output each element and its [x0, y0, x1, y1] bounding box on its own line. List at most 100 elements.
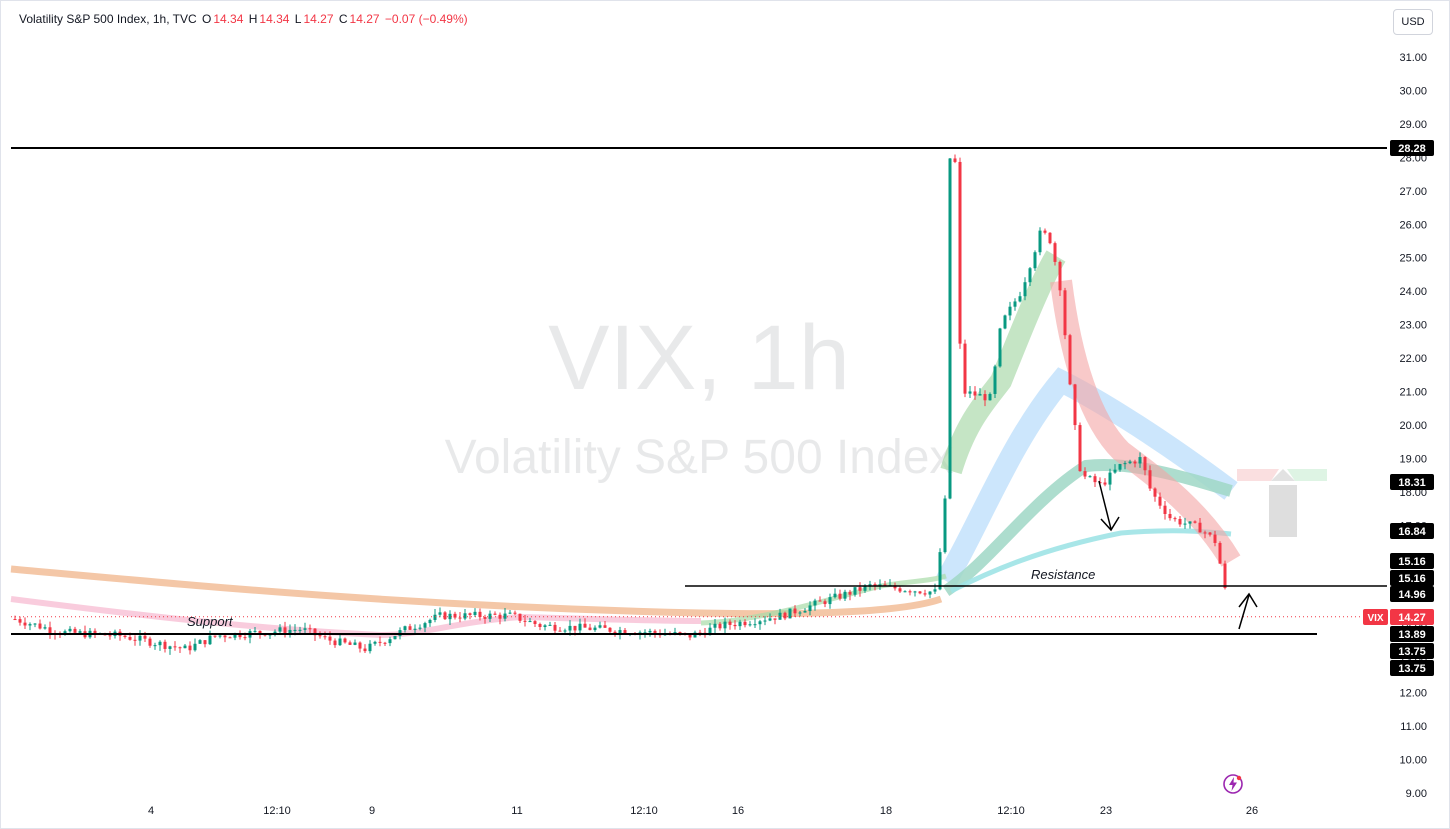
- candle-body: [953, 158, 957, 162]
- candle-body: [193, 643, 197, 651]
- candle-body: [358, 642, 362, 649]
- candle-body: [678, 632, 682, 634]
- candle-body: [493, 613, 497, 615]
- price-label-value: 13.89: [1398, 629, 1426, 641]
- candle-body: [643, 632, 647, 634]
- candle: [1128, 459, 1132, 465]
- candle: [23, 617, 27, 630]
- time-axis[interactable]: 4 12:10 9 11 12:10 16 18 12:10 23 26: [148, 805, 1258, 817]
- candle-body: [418, 627, 422, 629]
- candle-body: [1158, 496, 1162, 506]
- candle-body: [428, 619, 432, 624]
- candle-body: [843, 591, 847, 599]
- up-arrow-shaft[interactable]: [1238, 594, 1250, 630]
- candle: [703, 628, 707, 638]
- candle-body: [393, 636, 397, 640]
- candle: [1023, 277, 1027, 301]
- candle: [1048, 232, 1052, 245]
- candle-body: [78, 631, 82, 633]
- candle-body: [223, 635, 227, 638]
- price-label-value: 15.16: [1398, 556, 1426, 568]
- candle: [403, 625, 407, 633]
- candle-body: [758, 621, 762, 625]
- candle-body: [23, 622, 27, 626]
- price-axis[interactable]: 31.0030.0029.0028.0027.0026.0025.0024.00…: [1399, 52, 1427, 800]
- candle-body: [1153, 488, 1157, 497]
- support-label: Support: [187, 614, 234, 629]
- price-label-box: [1390, 523, 1434, 539]
- candle-body: [723, 621, 727, 629]
- candle-body: [983, 394, 987, 401]
- candle-body: [1133, 461, 1137, 464]
- candle-body: [148, 638, 152, 646]
- candle-body: [963, 343, 967, 394]
- candle-body: [28, 624, 32, 626]
- candles: [13, 154, 1227, 655]
- candle-body: [1138, 457, 1142, 464]
- candle: [213, 635, 217, 638]
- candle-body: [858, 587, 862, 591]
- candle-body: [18, 619, 22, 623]
- candle: [1183, 517, 1187, 529]
- candle-body: [438, 612, 442, 615]
- down-arrow-shaft[interactable]: [1098, 480, 1112, 530]
- candle-body: [283, 627, 287, 634]
- candle: [448, 610, 452, 625]
- candle: [1013, 298, 1017, 311]
- candle-body: [1033, 252, 1037, 269]
- time-axis-tick: 12:10: [263, 805, 291, 817]
- close-value: 14.27: [349, 12, 380, 26]
- watermark-name: Volatility S&P 500 Index: [445, 431, 954, 484]
- candle-body: [568, 625, 572, 631]
- lightning-bolt-icon[interactable]: [1222, 773, 1244, 795]
- symbol-title: Volatility S&P 500 Index, 1h, TVC: [19, 12, 197, 26]
- candle: [793, 605, 797, 617]
- candle: [1088, 475, 1092, 478]
- candle: [428, 618, 432, 627]
- time-axis-tick: 9: [369, 805, 375, 817]
- candle-body: [1028, 268, 1032, 283]
- candle: [983, 390, 987, 407]
- price-label-value: 14.27: [1398, 612, 1426, 624]
- candle: [73, 626, 77, 634]
- candle: [278, 624, 282, 635]
- candle-body: [43, 627, 47, 629]
- candle: [773, 618, 777, 625]
- candle-body: [1068, 335, 1072, 385]
- candle: [1188, 521, 1192, 529]
- candle: [1193, 520, 1197, 524]
- candle-body: [503, 613, 507, 619]
- candle-body: [208, 635, 212, 645]
- candle: [253, 627, 257, 633]
- price-label-box: [1390, 553, 1434, 569]
- candle: [388, 636, 392, 647]
- high-value: 14.34: [259, 12, 290, 26]
- watermark-symbol: VIX, 1h: [548, 307, 850, 409]
- candle-body: [613, 631, 617, 634]
- candle: [853, 587, 857, 597]
- ema-green-band: [940, 250, 1066, 475]
- candle: [1153, 487, 1157, 502]
- candle: [953, 154, 957, 164]
- candle-body: [1083, 471, 1087, 477]
- candle-body: [213, 635, 217, 637]
- close-label: C: [338, 12, 348, 26]
- candle: [1203, 530, 1207, 539]
- currency-button[interactable]: USD: [1393, 9, 1433, 35]
- up-arrow-head[interactable]: [1238, 592, 1258, 608]
- candle: [538, 622, 542, 631]
- candle-body: [138, 635, 142, 641]
- candle-body: [133, 639, 137, 641]
- candle-body: [388, 639, 392, 644]
- candle: [183, 644, 187, 649]
- candle-body: [1123, 463, 1127, 465]
- candle-body: [473, 611, 477, 615]
- candle-body: [958, 161, 962, 344]
- candle: [83, 625, 87, 639]
- candle: [923, 589, 927, 597]
- candle: [43, 624, 47, 630]
- down-arrow-head[interactable]: [1100, 516, 1120, 532]
- candle: [308, 624, 312, 634]
